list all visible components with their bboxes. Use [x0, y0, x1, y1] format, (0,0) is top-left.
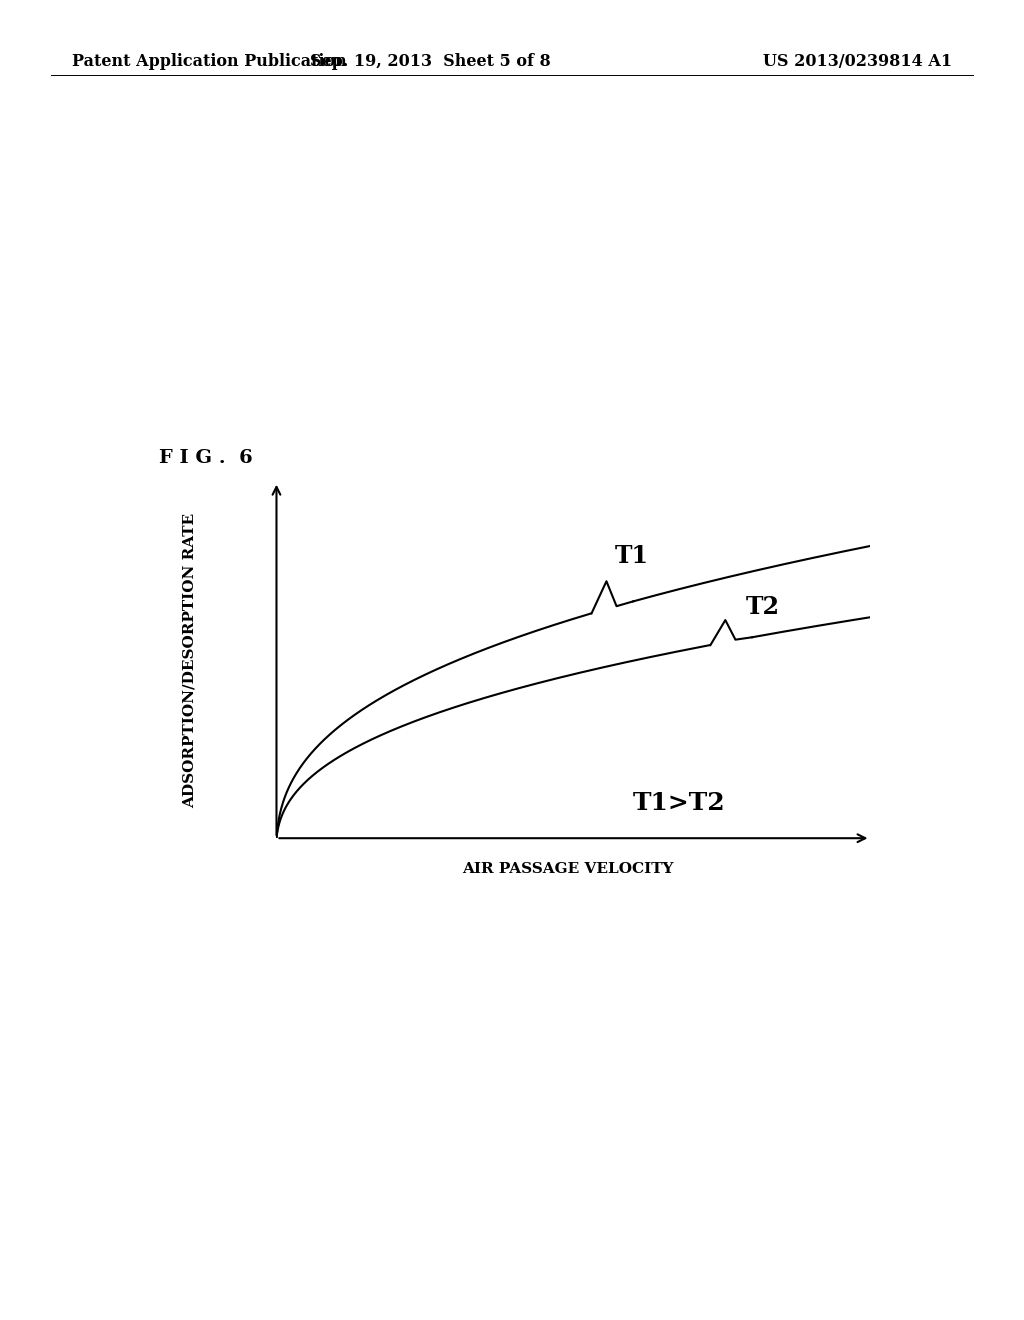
Text: Patent Application Publication: Patent Application Publication	[72, 53, 346, 70]
Text: F I G .  6: F I G . 6	[159, 449, 253, 467]
Text: T1>T2: T1>T2	[633, 791, 725, 814]
Text: ADSORPTION/DESORPTION RATE: ADSORPTION/DESORPTION RATE	[182, 512, 197, 808]
Text: US 2013/0239814 A1: US 2013/0239814 A1	[763, 53, 952, 70]
Text: T1: T1	[615, 544, 649, 568]
Text: Sep. 19, 2013  Sheet 5 of 8: Sep. 19, 2013 Sheet 5 of 8	[309, 53, 551, 70]
Text: T2: T2	[745, 595, 779, 619]
Text: AIR PASSAGE VELOCITY: AIR PASSAGE VELOCITY	[463, 862, 674, 876]
